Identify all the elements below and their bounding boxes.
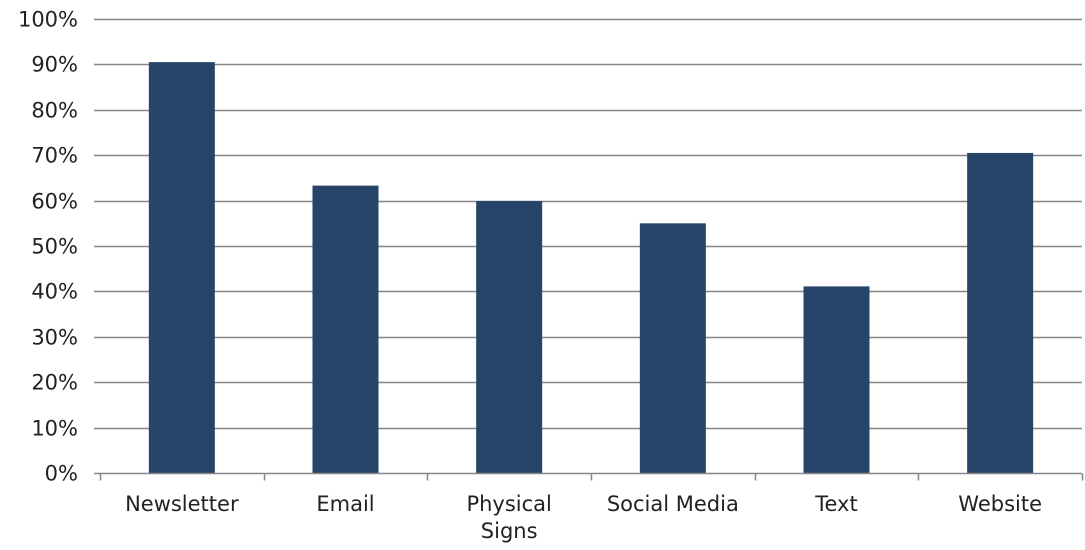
- y-tick-label: 10%: [31, 417, 78, 441]
- bar-physical-signs: [476, 201, 543, 473]
- bar-text: [803, 286, 870, 473]
- x-category-label: Text: [814, 492, 857, 516]
- x-axis-category-labels: Newsletter Email Physical Signs Social Media…: [125, 492, 1042, 543]
- y-tick-label: 80%: [31, 99, 78, 123]
- y-tick-label: 20%: [31, 371, 78, 395]
- bar-newsletter: [148, 62, 215, 473]
- y-tick-label: 50%: [31, 235, 78, 259]
- x-category-label: Physical Signs: [466, 492, 551, 543]
- y-tick-label: 70%: [31, 144, 78, 168]
- y-tick-label: 40%: [31, 280, 78, 304]
- bar-social-media: [639, 223, 706, 473]
- y-tick-label: 90%: [31, 53, 78, 77]
- y-tick-label: 0%: [45, 462, 78, 486]
- x-category-label: Email: [316, 492, 374, 516]
- bars: [148, 62, 1034, 474]
- x-axis: [94, 472, 1084, 481]
- x-category-label: Website: [958, 492, 1042, 516]
- y-axis-tick-labels: 0% 10% 20% 30% 40% 50% 60% 70% 80% 90% 100%: [18, 8, 78, 486]
- x-category-label: Social Media: [607, 492, 739, 516]
- y-tick-label: 30%: [31, 326, 78, 350]
- gridlines: [94, 18, 1082, 430]
- x-category-label: Newsletter: [125, 492, 239, 516]
- bar-email: [312, 185, 379, 474]
- y-tick-label: 100%: [18, 8, 78, 32]
- y-tick-label: 60%: [31, 190, 78, 214]
- bar-website: [967, 152, 1034, 473]
